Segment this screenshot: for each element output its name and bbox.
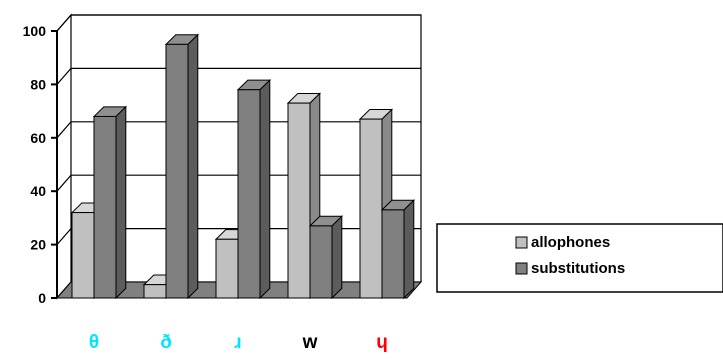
x-tick-label: ɹ bbox=[234, 332, 241, 353]
legend-label-allophones: allophones bbox=[531, 234, 610, 251]
bar-front bbox=[215, 238, 239, 299]
bar-front bbox=[287, 102, 311, 299]
bar-substitutions bbox=[380, 199, 416, 300]
y-tick-label: 100 bbox=[23, 23, 47, 39]
bar-substitutions bbox=[308, 215, 344, 300]
gridline bbox=[56, 14, 421, 32]
y-tick-label: 0 bbox=[38, 290, 46, 306]
bar-front bbox=[165, 43, 189, 299]
bar-substitutions bbox=[236, 78, 272, 300]
bar-side bbox=[187, 33, 199, 300]
legend-box bbox=[436, 223, 723, 293]
bar-side bbox=[259, 78, 271, 300]
side-wall bbox=[56, 13, 72, 300]
bar-side bbox=[403, 199, 415, 300]
bar-side bbox=[331, 215, 343, 300]
x-tick-label: θ bbox=[89, 332, 99, 353]
y-tick-label: 80 bbox=[30, 76, 46, 92]
bar-front bbox=[237, 89, 261, 299]
bar-front bbox=[381, 209, 405, 299]
legend-swatch-substitutions bbox=[515, 262, 528, 275]
y-tick-label: 20 bbox=[30, 237, 46, 253]
legend: allophones substitutions bbox=[436, 223, 723, 293]
legend-swatch-allophones bbox=[515, 236, 528, 249]
y-tick-label: 40 bbox=[30, 183, 46, 199]
bar-substitutions bbox=[164, 33, 200, 300]
bar-front bbox=[309, 225, 333, 299]
x-tick-label: ɥ bbox=[376, 332, 388, 353]
x-tick-label: ð bbox=[160, 332, 172, 353]
y-tick-label: 60 bbox=[30, 130, 46, 146]
x-tick-label: w bbox=[302, 332, 318, 353]
bar-front bbox=[71, 212, 95, 299]
bar-front bbox=[143, 284, 167, 299]
gridline bbox=[56, 67, 421, 85]
bar-side bbox=[115, 105, 127, 300]
y-axis: 0 20 40 60 80 100 bbox=[23, 23, 58, 306]
legend-label-substitutions: substitutions bbox=[531, 260, 625, 277]
bar-front bbox=[93, 115, 117, 299]
bar-front bbox=[359, 118, 383, 299]
bars bbox=[70, 33, 416, 300]
bar-substitutions bbox=[92, 105, 128, 300]
